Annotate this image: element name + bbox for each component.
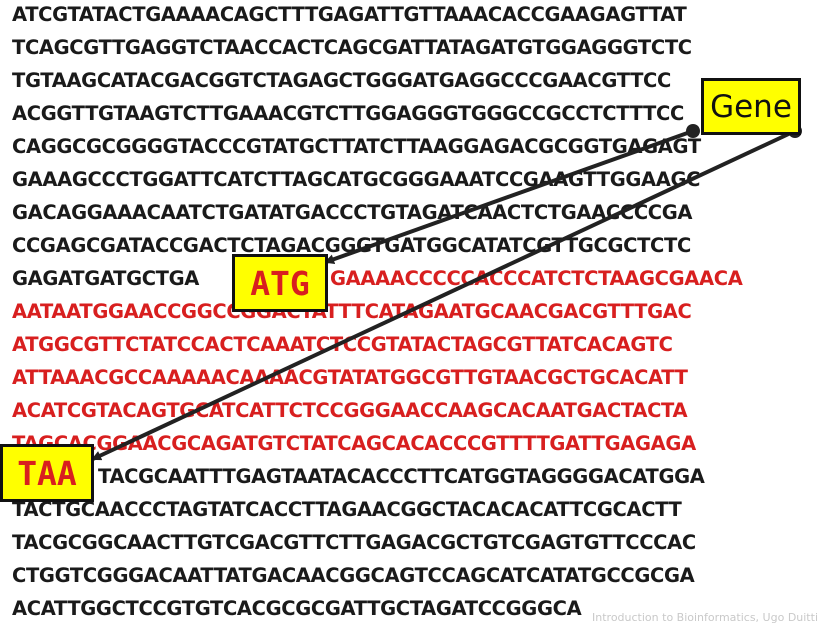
sequence-row: CAGGCGCGGGGTACCCGTATGCTTATCTTAAGGAGACGCG…	[12, 135, 701, 158]
sequence-row: TCAGCGTTGAGGTCTAACCACTCAGCGATTATAGATGTGG…	[12, 36, 692, 59]
sequence-row: ATCGTATACTGAAAACAGCTTTGAGATTGTTAAACACCGA…	[12, 4, 687, 26]
sequence-row: ACATTGGCTCCGTGTCACGCGCGATTGCTAGATCCGGGCA	[12, 597, 582, 620]
sequence-row: TGTAAGCATACGACGGTCTAGAGCTGGGATGAGGCCCGAA…	[12, 69, 671, 92]
watermark: Introduction to Bioinformatics, Ugo Duit…	[592, 611, 818, 624]
coding-sequence-row: ATTAAACGCCAAAAACAAAACGTATATGGCGTTGTAACGC…	[12, 366, 688, 389]
sequence-row: CTGGTCGGGACAATTATGACAACGGCAGTCCAGCATCATA…	[12, 564, 695, 587]
sequence-row: TACGCGGCAACTTGTCGACGTTCTTGAGACGCTGTCGAGT…	[12, 531, 696, 554]
coding-sequence-row: ACATCGTACAGTGCATCATTCTCCGGGAACCAAGCACAAT…	[12, 399, 688, 422]
sequence-row: GACAGGAAACAATCTGATATGACCCTGTAGATCAACTCTG…	[12, 201, 693, 224]
coding-sequence-row: TAGCACGGAACGCAGATGTCTATCAGCACACCCGTTTTGA…	[12, 432, 696, 455]
coding-sequence-start: GAAAACCCCCACCCATCTCTAAGCGAACA	[330, 267, 743, 290]
coding-sequence-row: ATGGCGTTCTATCCACTCAAATCTCCGTATACTAGCGTTA…	[12, 333, 673, 356]
sequence-row-start: GAGATGATGCTGA	[12, 267, 200, 290]
stop-codon-label: TAA	[0, 444, 94, 502]
coding-sequence-row: AATAATGGAACCGGCCGGACTATTTCATAGAATGCAACGA…	[12, 300, 692, 323]
sequence-row: CCGAGCGATACCGACTCTAGACGGGTGATGGCATATCGTT…	[12, 234, 691, 257]
sequence-row: TACTGCAACCCTAGTATCACCTTAGAACGGCTACACACAT…	[12, 498, 682, 521]
gene-label: Gene	[701, 78, 801, 135]
sequence-row: GAAAGCCCTGGATTCATCTTAGCATGCGGGAAATCCGAAG…	[12, 168, 701, 191]
sequence-row: ACGGTTGTAAGTCTTGAAACGTCTTGGAGGGTGGGCCGCC…	[12, 102, 684, 125]
start-codon-label: ATG	[232, 254, 328, 312]
sequence-row-after-stop: TACGCAATTTGAGTAATACACCCTTCATGGTAGGGGACAT…	[98, 465, 705, 488]
